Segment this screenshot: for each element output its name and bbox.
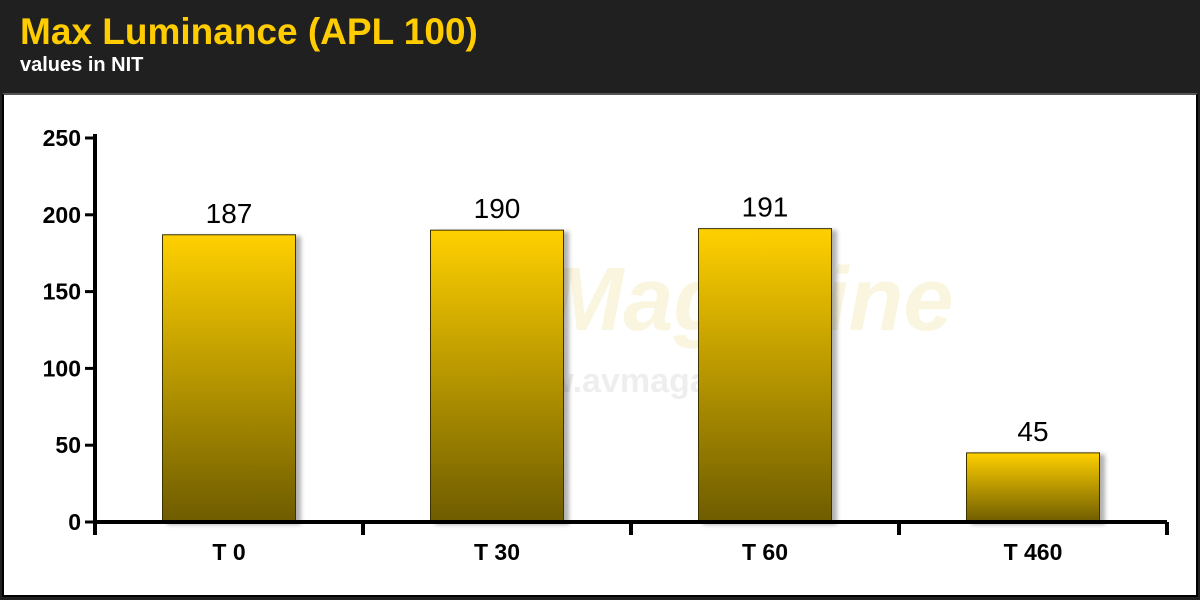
bar-1: [430, 229, 564, 523]
value-label: 45: [1017, 416, 1048, 447]
value-label: 191: [742, 192, 789, 223]
y-tick-label: 100: [43, 355, 81, 381]
y-tick-label: 200: [43, 202, 81, 228]
category-label: T 0: [212, 539, 245, 565]
category-label: T 60: [742, 539, 788, 565]
bar-2: [698, 228, 832, 523]
y-tick-label: 150: [43, 279, 81, 305]
value-label: 190: [474, 193, 521, 224]
bar-3: [966, 452, 1100, 523]
y-tick-label: 0: [68, 509, 81, 535]
y-tick-label: 250: [43, 125, 81, 151]
category-label: T 460: [1004, 539, 1063, 565]
chart-title: Max Luminance (APL 100): [20, 11, 478, 52]
category-label: T 30: [474, 539, 520, 565]
chart-subtitle: values in NIT: [20, 54, 144, 76]
value-label: 187: [206, 198, 253, 229]
y-tick-label: 50: [55, 432, 81, 458]
bar-0: [162, 234, 296, 523]
